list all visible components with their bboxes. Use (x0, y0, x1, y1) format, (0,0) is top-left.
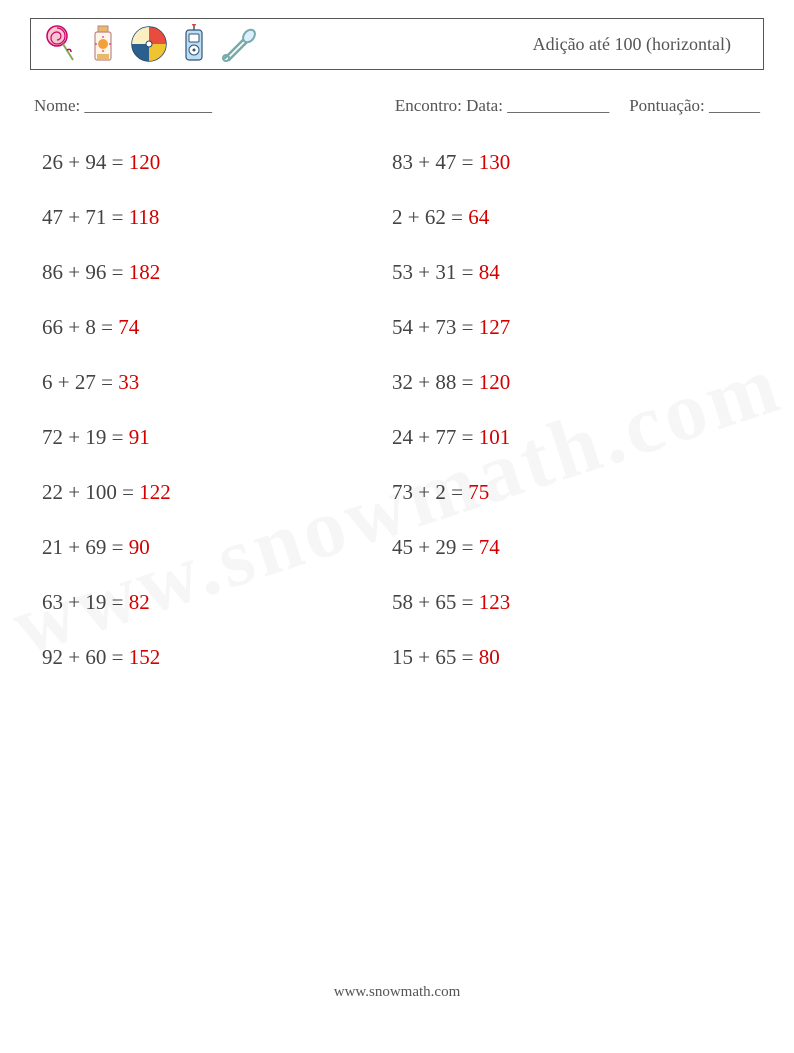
problem-row: 47 + 71 = 118 (42, 205, 392, 230)
problem-expression: 66 + 8 = (42, 315, 118, 339)
beachball-icon (129, 24, 169, 64)
safety-pin-icon (219, 24, 259, 64)
problem-expression: 83 + 47 = (392, 150, 479, 174)
problem-row: 92 + 60 = 152 (42, 645, 392, 670)
sunscreen-icon (89, 24, 117, 64)
problem-answer: 127 (479, 315, 511, 339)
problem-answer: 33 (118, 370, 139, 394)
problem-row: 32 + 88 = 120 (392, 370, 764, 395)
problem-expression: 54 + 73 = (392, 315, 479, 339)
problem-row: 54 + 73 = 127 (392, 315, 764, 340)
problem-row: 73 + 2 = 75 (392, 480, 764, 505)
lollipop-icon (43, 24, 77, 64)
problem-answer: 91 (129, 425, 150, 449)
problem-answer: 64 (468, 205, 489, 229)
problem-row: 72 + 19 = 91 (42, 425, 392, 450)
worksheet-page: Adição até 100 (horizontal) Nome: ______… (0, 0, 794, 670)
problems-column-right: 83 + 47 = 130 2 + 62 = 64 53 + 31 = 84 54 +… (392, 150, 764, 670)
problem-row: 53 + 31 = 84 (392, 260, 764, 285)
problem-row: 63 + 19 = 82 (42, 590, 392, 615)
problem-expression: 21 + 69 = (42, 535, 129, 559)
problem-expression: 73 + 2 = (392, 480, 468, 504)
problem-row: 21 + 69 = 90 (42, 535, 392, 560)
problem-answer: 130 (479, 150, 511, 174)
problem-expression: 45 + 29 = (392, 535, 479, 559)
problem-answer: 152 (129, 645, 161, 669)
problem-expression: 22 + 100 = (42, 480, 139, 504)
problem-expression: 58 + 65 = (392, 590, 479, 614)
phone-icon (181, 24, 207, 64)
problem-answer: 120 (479, 370, 511, 394)
problem-expression: 6 + 27 = (42, 370, 118, 394)
problem-expression: 24 + 77 = (392, 425, 479, 449)
problem-expression: 2 + 62 = (392, 205, 468, 229)
problem-expression: 53 + 31 = (392, 260, 479, 284)
problem-row: 15 + 65 = 80 (392, 645, 764, 670)
problem-row: 86 + 96 = 182 (42, 260, 392, 285)
worksheet-title: Adição até 100 (horizontal) (533, 34, 731, 55)
problem-row: 83 + 47 = 130 (392, 150, 764, 175)
problem-row: 45 + 29 = 74 (392, 535, 764, 560)
problem-answer: 123 (479, 590, 511, 614)
problem-expression: 32 + 88 = (392, 370, 479, 394)
problem-row: 22 + 100 = 122 (42, 480, 392, 505)
problem-expression: 72 + 19 = (42, 425, 129, 449)
problem-answer: 74 (118, 315, 139, 339)
problem-expression: 92 + 60 = (42, 645, 129, 669)
problem-answer: 120 (129, 150, 161, 174)
problem-answer: 90 (129, 535, 150, 559)
name-field: Nome: _______________ (34, 96, 395, 116)
problems-grid: 26 + 94 = 120 47 + 71 = 118 86 + 96 = 182 6… (30, 150, 764, 670)
problem-answer: 182 (129, 260, 161, 284)
info-row: Nome: _______________ Encontro: Data: __… (30, 96, 764, 116)
footer-url: www.snowmath.com (0, 984, 794, 1001)
problem-answer: 74 (479, 535, 500, 559)
problem-expression: 26 + 94 = (42, 150, 129, 174)
header-box: Adição até 100 (horizontal) (30, 18, 764, 70)
problem-row: 24 + 77 = 101 (392, 425, 764, 450)
problem-answer: 101 (479, 425, 511, 449)
problem-expression: 86 + 96 = (42, 260, 129, 284)
score-field: Pontuação: ______ (629, 96, 760, 116)
problem-row: 6 + 27 = 33 (42, 370, 392, 395)
problem-answer: 118 (129, 205, 160, 229)
problem-expression: 15 + 65 = (392, 645, 479, 669)
problem-row: 26 + 94 = 120 (42, 150, 392, 175)
header-icons (43, 24, 259, 64)
problems-column-left: 26 + 94 = 120 47 + 71 = 118 86 + 96 = 182 6… (42, 150, 392, 670)
problem-row: 2 + 62 = 64 (392, 205, 764, 230)
problem-row: 66 + 8 = 74 (42, 315, 392, 340)
problem-answer: 80 (479, 645, 500, 669)
problem-answer: 84 (479, 260, 500, 284)
problem-expression: 63 + 19 = (42, 590, 129, 614)
problem-answer: 82 (129, 590, 150, 614)
date-field: Encontro: Data: ____________ (395, 96, 609, 116)
problem-row: 58 + 65 = 123 (392, 590, 764, 615)
problem-answer: 122 (139, 480, 171, 504)
problem-answer: 75 (468, 480, 489, 504)
problem-expression: 47 + 71 = (42, 205, 129, 229)
